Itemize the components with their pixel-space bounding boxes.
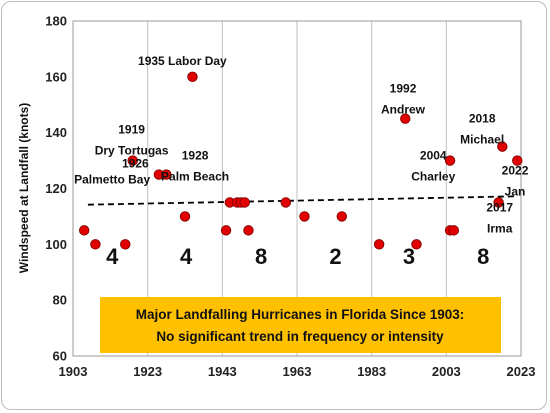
- x-tick-label: 2023: [507, 364, 536, 379]
- period-counts: 4 4 8 2 3 8: [106, 244, 489, 269]
- data-point: [243, 225, 254, 236]
- period-count: 8: [255, 244, 267, 269]
- storm-annotation-line: Andrew: [381, 103, 426, 117]
- storm-annotation: 1919 Dry Tortugas: [95, 123, 169, 158]
- period-count: 2: [329, 244, 341, 269]
- storm-annotation: 2022 Jan: [502, 164, 529, 199]
- storm-annotation-line: Michael: [460, 133, 504, 147]
- y-tick-label: 120: [45, 181, 67, 196]
- storm-annotation-line: Dry Tortugas: [95, 144, 169, 158]
- storm-annotation-line: 2018: [469, 112, 496, 126]
- data-point: [299, 211, 310, 222]
- storm-annotation-line: 2022: [502, 164, 529, 178]
- storm-annotation-line: Charley: [411, 169, 455, 183]
- storm-annotation-line: 1919: [118, 123, 145, 137]
- storm-annotation-line: Palm Beach: [161, 169, 229, 183]
- period-count: 3: [403, 244, 415, 269]
- data-point: [493, 197, 504, 208]
- x-tick-label: 1983: [357, 364, 386, 379]
- storm-annotation: 1992 Andrew: [381, 82, 426, 117]
- data-point: [373, 239, 385, 250]
- summary-banner-box: [100, 297, 501, 353]
- y-axis-ticks: 60 80 100 120 140 160 180: [45, 14, 67, 364]
- data-point: [336, 211, 348, 222]
- y-tick-label: 140: [45, 125, 67, 140]
- data-point: [161, 169, 172, 180]
- data-point: [400, 113, 411, 124]
- x-tick-label: 1923: [133, 364, 162, 379]
- data-point: [411, 239, 422, 250]
- storm-annotation-line: 2017: [486, 200, 513, 214]
- data-point: [444, 155, 456, 166]
- storm-annotation: 2004 Charley: [411, 148, 455, 183]
- x-tick-label: 1903: [59, 364, 88, 379]
- storm-annotation-line: 1928: [182, 148, 209, 162]
- data-point: [90, 239, 101, 250]
- period-count: 4: [180, 244, 193, 269]
- trend-line-group: [87, 195, 518, 206]
- y-tick-label: 80: [53, 293, 67, 308]
- storm-annotation: 1928 Palm Beach: [161, 148, 229, 183]
- x-axis-ticks: 1903 1923 1943 1963 1983 2003 2023: [59, 364, 536, 379]
- y-tick-label: 60: [53, 349, 67, 364]
- data-point: [187, 71, 198, 83]
- data-point: [220, 225, 232, 236]
- data-point: [280, 197, 292, 208]
- y-tick-label: 160: [45, 69, 67, 84]
- data-point: [497, 141, 508, 152]
- data-point: [120, 239, 131, 250]
- data-point: [127, 155, 138, 166]
- summary-banner-line-1: Major Landfalling Hurricanes in Florida …: [136, 307, 465, 322]
- storm-annotation-line: Irma: [487, 221, 513, 235]
- storm-annotation: 2018 Michael: [460, 112, 504, 147]
- storm-annotation: Palmetto Bay: [74, 172, 150, 186]
- storm-annotation-line: Jan: [505, 185, 526, 199]
- summary-banner-line-2: No significant trend in frequency or int…: [156, 329, 444, 344]
- storm-annotation-line: 1992: [390, 82, 417, 96]
- period-count: 8: [477, 244, 489, 269]
- data-point: [448, 225, 460, 236]
- data-point: [179, 211, 191, 222]
- plot-area: [72, 20, 522, 357]
- x-tick-label: 1963: [283, 364, 312, 379]
- storm-annotation: 1926: [122, 157, 149, 171]
- y-axis-label: Windspeed at Landfall (knots): [17, 103, 31, 274]
- data-points: [78, 71, 523, 250]
- trend-line: [87, 195, 518, 206]
- x-tick-label: 1943: [208, 364, 237, 379]
- storm-annotation-line: Palmetto Bay: [74, 172, 150, 186]
- x-tick-label: 2003: [432, 364, 461, 379]
- data-point: [512, 155, 523, 166]
- storm-annotation: 2017 Irma: [486, 200, 513, 235]
- storm-annotation-line: 1926: [122, 157, 149, 171]
- storm-annotation: 1935 Labor Day: [138, 54, 227, 68]
- data-point: [78, 225, 90, 236]
- data-point: [239, 197, 250, 208]
- storm-annotation-line: 2004: [420, 148, 447, 162]
- y-tick-label: 100: [45, 237, 67, 252]
- storm-annotation-line: 1935 Labor Day: [138, 54, 227, 68]
- y-tick-label: 180: [45, 14, 67, 29]
- summary-banner: Major Landfalling Hurricanes in Florida …: [100, 297, 501, 353]
- period-count: 4: [106, 244, 119, 269]
